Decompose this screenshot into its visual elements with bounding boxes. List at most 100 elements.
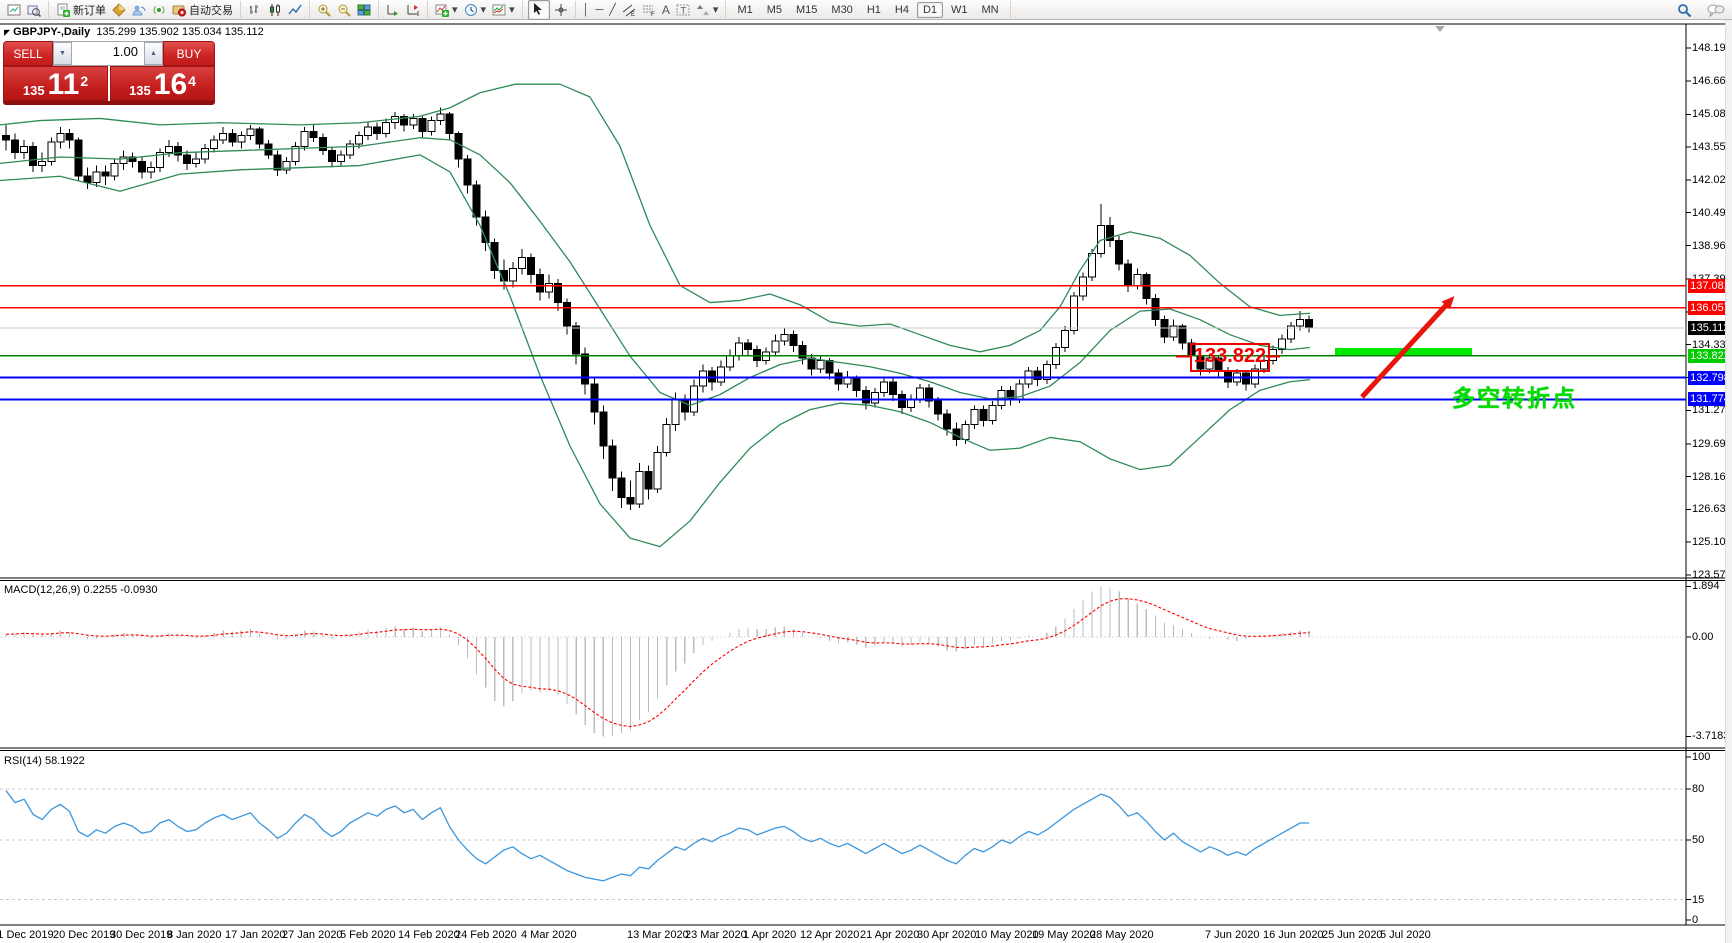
date-tick: 23 Mar 2020 xyxy=(685,929,747,941)
timeframe-d1[interactable]: D1 xyxy=(916,1,943,18)
add-indicator-icon xyxy=(435,3,449,17)
buy-price-display[interactable]: 135 16 4 xyxy=(110,66,215,101)
chat-button[interactable] xyxy=(1704,2,1725,18)
shapes-tool[interactable]: ▾ xyxy=(693,2,722,18)
chinese-note-label[interactable]: 多空转折点 xyxy=(1452,385,1577,411)
new-order-button[interactable]: 新订单 xyxy=(53,1,109,19)
candle xyxy=(517,257,526,269)
vertical-scrollbar[interactable] xyxy=(1725,20,1732,943)
trendline-tool[interactable]: ╱ xyxy=(606,2,619,18)
fibonacci-icon: F xyxy=(642,3,656,18)
channel-icon: E xyxy=(622,3,636,18)
timeframe-mn[interactable]: MN xyxy=(981,3,999,16)
candle xyxy=(146,167,155,173)
line-chart-button[interactable] xyxy=(285,2,305,18)
crosshair-tool[interactable] xyxy=(551,2,571,18)
add-indicator-button[interactable]: ▾ xyxy=(432,2,461,18)
timeframe-h4[interactable]: H4 xyxy=(894,3,909,16)
timeframe-m5[interactable]: M5 xyxy=(766,3,782,16)
timeframe-m1[interactable]: M1 xyxy=(737,3,753,16)
autoscroll-icon xyxy=(386,3,400,17)
svg-text:F: F xyxy=(651,12,655,17)
candle xyxy=(1178,325,1187,344)
timeframe-w1[interactable]: W1 xyxy=(951,3,968,16)
volume-input[interactable]: 1.00 xyxy=(112,44,138,59)
volume-increase-button[interactable]: ▲ xyxy=(144,42,163,65)
timeframe-m30[interactable]: M30 xyxy=(831,3,853,16)
zoom-out-button[interactable] xyxy=(334,2,354,18)
volume-group: ▼ 1.00 ▲ xyxy=(53,41,163,66)
price-tick: 125.105 xyxy=(1692,536,1732,549)
date-tick: 24 Feb 2020 xyxy=(455,929,517,941)
templates-button[interactable]: ▾ xyxy=(489,2,518,18)
macd-tick: 0.00 xyxy=(1692,631,1714,643)
text-tool[interactable]: A xyxy=(659,2,673,18)
rsi-tick: 50 xyxy=(1692,834,1705,846)
volume-decrease-button[interactable]: ▼ xyxy=(53,42,72,65)
candle xyxy=(155,152,164,169)
tile-windows-button[interactable] xyxy=(354,2,374,18)
date-tick: 13 Mar 2020 xyxy=(627,929,689,941)
tile-windows-icon xyxy=(357,3,371,17)
profiles-button[interactable] xyxy=(24,2,44,18)
fibonacci-tool[interactable]: F xyxy=(639,2,659,18)
hline-tool[interactable]: ─ xyxy=(592,2,606,18)
buy-button[interactable]: BUY xyxy=(163,41,215,66)
candle xyxy=(1241,372,1250,385)
candle xyxy=(83,175,92,184)
candle xyxy=(671,398,680,426)
candle xyxy=(934,400,943,415)
periods-button[interactable]: ▾ xyxy=(461,2,490,18)
sell-price-display[interactable]: 135 11 2 xyxy=(3,66,108,101)
auto-trading-button[interactable]: 自动交易 xyxy=(169,1,236,19)
candlestick-button[interactable] xyxy=(265,2,285,18)
price-callout-label[interactable]: 133.822 xyxy=(1190,343,1270,372)
vline-tool[interactable]: │ xyxy=(580,2,593,18)
autoscroll-button[interactable] xyxy=(383,2,403,18)
rsi-label: RSI(14) 58.1922 xyxy=(4,755,85,767)
bar-chart-button[interactable] xyxy=(245,2,265,18)
candle xyxy=(554,282,563,304)
market-button[interactable] xyxy=(109,2,129,18)
news-button[interactable] xyxy=(149,2,169,18)
candle xyxy=(490,242,499,271)
rsi-tick: 0 xyxy=(1692,914,1699,926)
candle xyxy=(870,391,879,404)
chart-shift-marker-icon[interactable] xyxy=(1435,26,1445,32)
signals-button[interactable] xyxy=(129,2,149,18)
candle xyxy=(1133,274,1142,286)
date-tick: 12 Apr 2020 xyxy=(800,929,860,941)
rsi-tick: 15 xyxy=(1692,893,1705,906)
candle xyxy=(1296,319,1305,327)
sell-button[interactable]: SELL xyxy=(3,41,53,66)
date-tick: 20 Dec 2019 xyxy=(53,929,116,941)
timeframe-m15[interactable]: M15 xyxy=(796,3,818,16)
trend-arrow[interactable] xyxy=(1360,300,1451,399)
zoom-in-icon xyxy=(317,3,331,17)
new-order-icon xyxy=(56,3,70,17)
candle xyxy=(599,411,608,447)
label-tool[interactable]: T xyxy=(673,2,693,18)
candle xyxy=(282,160,291,171)
candle xyxy=(563,302,572,327)
candle xyxy=(11,139,20,154)
timeframe-group: M1 M5 M15 M30 H1 H4 D1 W1 MN xyxy=(726,1,1011,18)
candle xyxy=(916,387,925,400)
candle xyxy=(1305,319,1314,329)
date-tick: 21 Apr 2020 xyxy=(860,929,920,941)
candle xyxy=(427,120,436,132)
candle xyxy=(816,359,825,370)
price-tick: 129.695 xyxy=(1692,437,1732,450)
search-button[interactable] xyxy=(1674,2,1694,18)
date-tick: 19 May 2020 xyxy=(1032,929,1096,941)
cursor-tool[interactable] xyxy=(527,0,550,20)
candle xyxy=(2,135,10,141)
zoom-in-button[interactable] xyxy=(314,2,334,18)
candle xyxy=(119,156,128,164)
timeframe-h1[interactable]: H1 xyxy=(866,3,881,16)
chart-shift-button[interactable] xyxy=(403,2,423,18)
svg-text:E: E xyxy=(631,12,635,17)
new-chart-button[interactable] xyxy=(4,2,24,18)
channel-tool[interactable]: E xyxy=(619,2,639,18)
